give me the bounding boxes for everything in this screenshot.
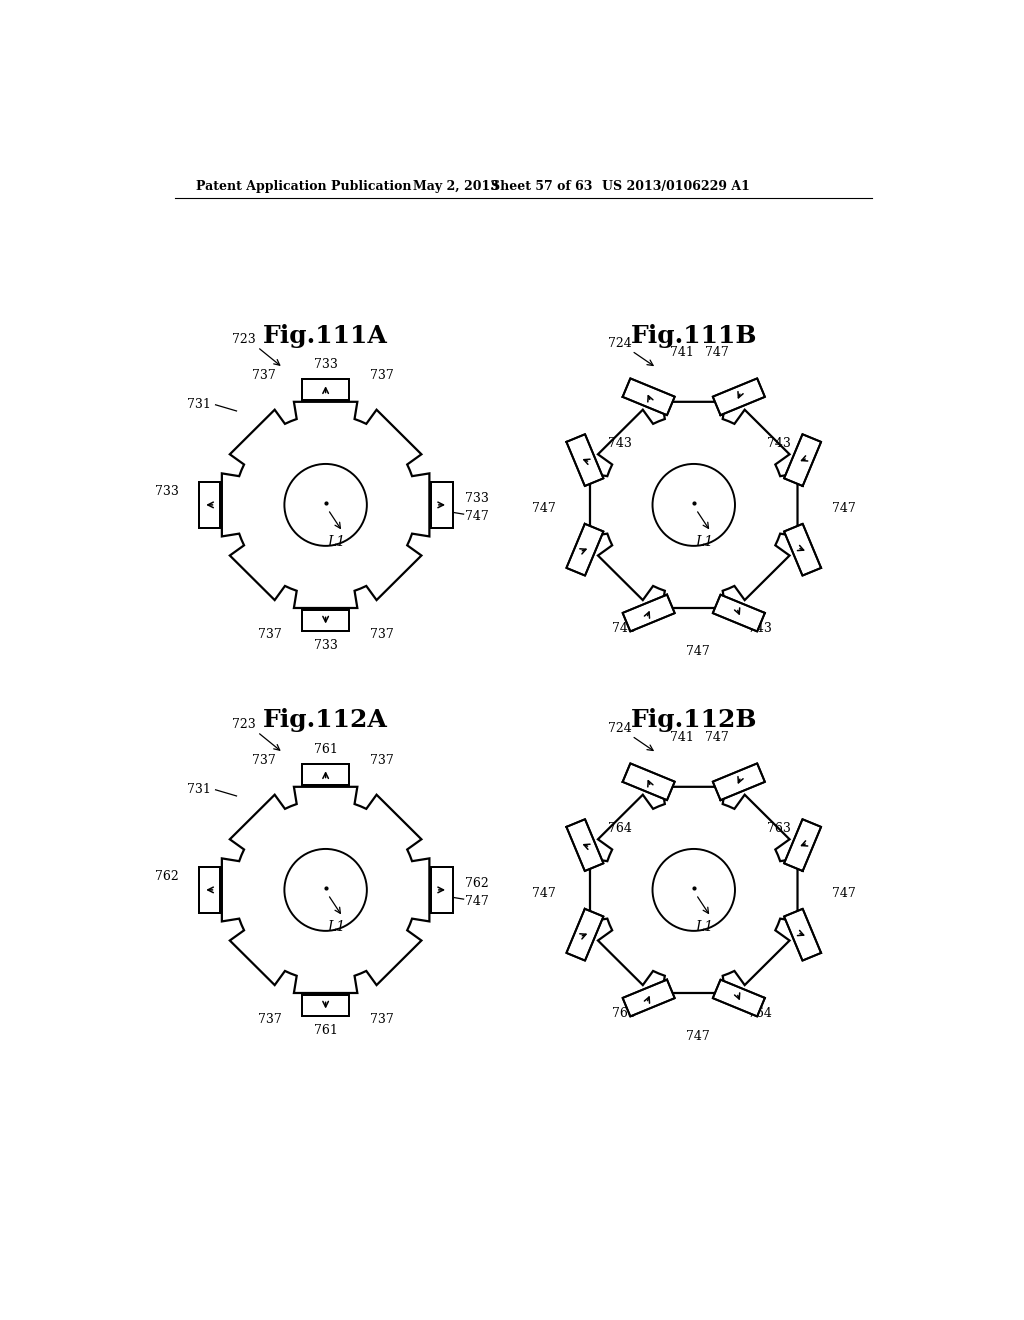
- Text: 743: 743: [748, 622, 771, 635]
- Polygon shape: [566, 524, 603, 576]
- Text: 737: 737: [370, 754, 393, 767]
- Text: May 2, 2013: May 2, 2013: [414, 181, 499, 194]
- Polygon shape: [431, 867, 453, 913]
- Text: 737: 737: [258, 1012, 282, 1026]
- Text: Patent Application Publication: Patent Application Publication: [197, 181, 412, 194]
- Text: 762: 762: [155, 870, 178, 883]
- Text: 741: 741: [670, 346, 694, 359]
- Text: 761: 761: [313, 743, 338, 756]
- Text: 723: 723: [232, 333, 256, 346]
- Text: 737: 737: [252, 370, 275, 381]
- Text: 747: 747: [465, 510, 488, 523]
- Polygon shape: [590, 787, 798, 993]
- Text: 743: 743: [608, 437, 632, 450]
- Text: 737: 737: [252, 754, 275, 767]
- Text: 747: 747: [686, 1030, 710, 1043]
- Polygon shape: [713, 594, 765, 631]
- Text: 731: 731: [187, 399, 211, 412]
- Text: 747: 747: [706, 731, 729, 744]
- Text: 737: 737: [370, 628, 393, 640]
- Polygon shape: [713, 979, 765, 1016]
- Text: 747: 747: [686, 644, 710, 657]
- Text: 747: 747: [532, 887, 556, 900]
- Text: Sheet 57 of 63: Sheet 57 of 63: [490, 181, 592, 194]
- Text: L1: L1: [328, 535, 345, 549]
- Text: 747: 747: [532, 502, 556, 515]
- Text: 733: 733: [313, 639, 338, 652]
- Polygon shape: [222, 787, 429, 993]
- Text: 724: 724: [608, 722, 632, 735]
- Polygon shape: [784, 524, 821, 576]
- Text: 731: 731: [187, 783, 211, 796]
- Text: Fig.111B: Fig.111B: [631, 323, 757, 347]
- Polygon shape: [784, 908, 821, 961]
- Polygon shape: [566, 820, 603, 871]
- Text: 747: 747: [706, 346, 729, 359]
- Text: 743: 743: [612, 622, 636, 635]
- Text: L1: L1: [695, 535, 714, 549]
- Polygon shape: [623, 979, 675, 1016]
- Text: 762: 762: [465, 878, 488, 890]
- Text: 743: 743: [767, 437, 792, 450]
- Text: 741: 741: [670, 731, 694, 744]
- Text: 764: 764: [608, 822, 632, 834]
- Polygon shape: [302, 763, 349, 785]
- Polygon shape: [590, 401, 798, 609]
- Text: 763: 763: [612, 1007, 636, 1019]
- Text: 737: 737: [370, 370, 393, 381]
- Text: 733: 733: [465, 492, 489, 506]
- Polygon shape: [566, 434, 603, 486]
- Text: 733: 733: [155, 484, 178, 498]
- Polygon shape: [784, 820, 821, 871]
- Text: 763: 763: [767, 822, 792, 834]
- Polygon shape: [784, 434, 821, 486]
- Polygon shape: [713, 379, 765, 416]
- Polygon shape: [566, 908, 603, 961]
- Polygon shape: [302, 610, 349, 631]
- Text: 747: 747: [465, 895, 488, 908]
- Polygon shape: [431, 482, 453, 528]
- Text: Fig.112A: Fig.112A: [263, 709, 388, 733]
- Polygon shape: [222, 401, 429, 609]
- Text: 733: 733: [313, 358, 338, 371]
- Text: L1: L1: [695, 920, 714, 933]
- Text: L1: L1: [328, 920, 345, 933]
- Text: 737: 737: [258, 628, 282, 640]
- Text: 761: 761: [313, 1023, 338, 1036]
- Polygon shape: [302, 379, 349, 400]
- Text: 764: 764: [748, 1007, 771, 1019]
- Polygon shape: [713, 763, 765, 800]
- Polygon shape: [199, 867, 220, 913]
- Polygon shape: [199, 482, 220, 528]
- Text: 723: 723: [232, 718, 256, 731]
- Text: 737: 737: [370, 1012, 393, 1026]
- Text: US 2013/0106229 A1: US 2013/0106229 A1: [602, 181, 751, 194]
- Polygon shape: [623, 594, 675, 631]
- Text: Fig.112B: Fig.112B: [631, 709, 757, 733]
- Text: 724: 724: [608, 337, 632, 350]
- Text: 747: 747: [831, 502, 855, 515]
- Text: Fig.111A: Fig.111A: [263, 323, 388, 347]
- Polygon shape: [623, 763, 675, 800]
- Polygon shape: [623, 379, 675, 416]
- Text: 747: 747: [831, 887, 855, 900]
- Polygon shape: [302, 995, 349, 1016]
